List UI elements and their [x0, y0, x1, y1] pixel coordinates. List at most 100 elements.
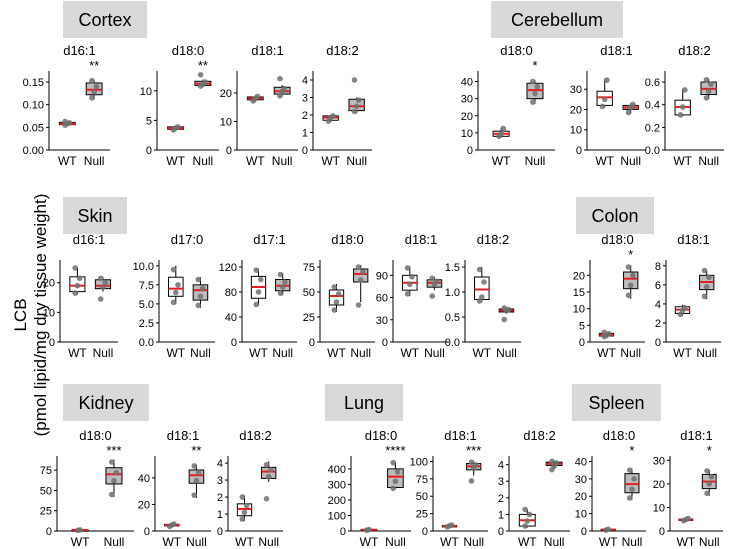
box-null	[622, 101, 639, 116]
box-wt	[322, 113, 339, 124]
data-point	[605, 526, 611, 533]
data-point	[102, 279, 108, 286]
box-wt	[164, 521, 180, 530]
x-tick-label: WT	[597, 346, 616, 360]
y-tick-label: 75	[40, 465, 52, 477]
y-tick-label: 0	[226, 145, 232, 157]
box-null	[700, 76, 717, 101]
y-tick-label: 15	[573, 287, 585, 299]
panel-cortex-d18-2: d18:2 0 1 2 3 4 WT Null	[302, 43, 372, 168]
panel-title: d18:1	[251, 43, 284, 58]
data-point	[170, 299, 177, 306]
data-point	[407, 281, 413, 288]
data-point	[626, 495, 633, 501]
data-point	[173, 289, 179, 296]
panel-title: d18:1	[167, 428, 200, 443]
data-point	[66, 120, 73, 126]
box-null	[498, 305, 515, 323]
data-point	[175, 282, 181, 288]
y-tick-label: 90	[376, 270, 388, 282]
y-tick-label: 4	[498, 460, 504, 472]
y-tick-label: 6	[655, 280, 661, 292]
y-tick-label: 0	[309, 337, 315, 349]
y-tick-label: 0	[581, 526, 587, 538]
box-null	[426, 275, 443, 299]
panel-cortex-d18-1: d18:1 0 10 20 WT Null	[220, 43, 298, 168]
panel-colon-d18-0: d18:0 0 5 10 15 20 WT Null *	[573, 232, 645, 360]
data-point	[626, 467, 633, 473]
y-tick-label: 0	[146, 145, 152, 157]
y-tick-label: 0	[467, 145, 473, 157]
y-tick-label: 0	[302, 145, 308, 157]
x-tick-label: Null	[346, 154, 367, 168]
y-tick-label: 1.5	[445, 262, 460, 274]
box-wt	[492, 125, 510, 140]
x-tick-label: Null	[193, 154, 214, 168]
tissue-header-bg	[63, 1, 147, 38]
panel-spleen-d18-0: d18:0 0 10 20 30 40 WT Null *	[575, 428, 646, 549]
y-tick-label: 0.05	[23, 122, 44, 134]
data-point	[253, 267, 260, 273]
data-point	[108, 459, 115, 465]
y-tick-label: 2	[655, 318, 661, 330]
panel-skin-d18-0: d18:0 0 25 50 75 WT Null	[303, 232, 375, 360]
panel-lung-d18-0: d18:0 0 100 200 300 400 WT Null ****	[328, 428, 411, 549]
box-wt	[236, 494, 253, 522]
y-tick-label: 5	[146, 115, 152, 127]
significance-marker: **	[89, 58, 99, 73]
data-point	[601, 96, 608, 103]
data-point	[357, 277, 364, 283]
x-tick-label: Null	[93, 346, 114, 360]
data-point	[429, 293, 436, 299]
y-tick-label: 0.15	[23, 77, 44, 89]
data-point	[355, 302, 362, 308]
x-tick-label: Null	[699, 535, 720, 549]
panel-cerebellum-d18-1: d18:1 0 10 20 30 WT Null	[570, 43, 646, 168]
y-tick-label: 40	[225, 312, 237, 324]
y-axis-title-line1: LCB	[11, 298, 30, 331]
data-point	[498, 130, 504, 137]
data-point	[170, 266, 177, 273]
y-tick-label: 2	[217, 492, 223, 504]
box-wt	[402, 265, 418, 297]
data-point	[253, 301, 260, 308]
panel-spleen-d18-1: d18:1 0 10 20 30 WT Null *	[653, 428, 723, 549]
data-point	[193, 477, 200, 484]
data-point	[100, 284, 106, 290]
data-point	[279, 284, 286, 290]
box-wt	[600, 526, 616, 533]
y-tick-label: 10	[461, 128, 473, 140]
data-point	[481, 279, 487, 285]
y-tick-label: 2	[302, 110, 308, 122]
data-point	[704, 468, 710, 474]
y-tick-label: 20	[573, 270, 585, 282]
tissue-headers: Cortex Cerebellum Skin Colon Kidney Lung Splee…	[63, 1, 661, 421]
x-tick-label: Null	[272, 154, 293, 168]
y-tick-label: 0.10	[23, 100, 44, 112]
box-null	[623, 264, 639, 299]
data-point	[97, 296, 104, 302]
y-tick-label: 0.0	[445, 337, 460, 349]
panel-kidney-d18-1: d18:1 0 20 40 WT Null **	[138, 428, 211, 549]
x-tick-label: WT	[595, 154, 614, 168]
y-tick-label: 10	[140, 86, 152, 98]
box-null	[701, 468, 717, 497]
data-point	[524, 518, 531, 524]
significance-marker: *	[707, 443, 712, 458]
data-point	[685, 515, 691, 522]
data-point	[72, 265, 78, 271]
data-point	[625, 292, 632, 299]
data-point	[473, 462, 479, 468]
x-tick-label: WT	[162, 535, 181, 549]
data-point	[331, 307, 338, 313]
data-point	[72, 290, 78, 296]
data-point	[433, 278, 440, 285]
data-point	[89, 77, 95, 84]
y-tick-label: 30	[575, 474, 587, 486]
panel-title: d18:0	[601, 232, 634, 247]
tissue-header-bg	[63, 384, 149, 421]
panel-title: d18:2	[326, 43, 359, 58]
data-point	[629, 486, 635, 493]
y-tick-label: 40	[138, 473, 150, 485]
y-tick-label: 0.00	[23, 145, 44, 157]
